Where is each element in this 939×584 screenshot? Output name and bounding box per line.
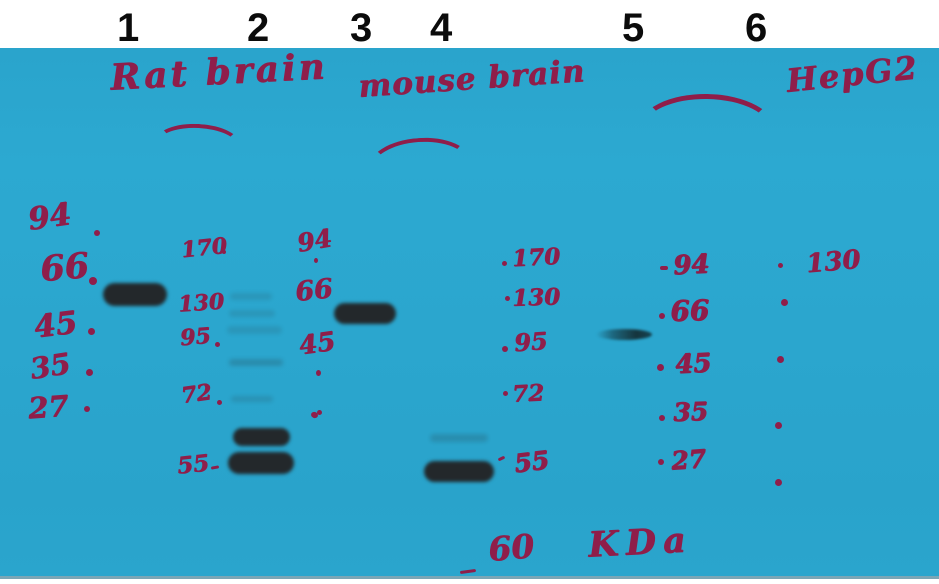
marker-dot bbox=[775, 422, 782, 429]
marker-mid2-94: 94 bbox=[294, 223, 335, 258]
protein-band-lane1-66 bbox=[103, 283, 167, 306]
marker-left-35: 35 bbox=[27, 346, 73, 386]
marker-dot bbox=[657, 364, 664, 371]
marker-mid-95: 95 bbox=[178, 322, 212, 352]
faint-smear bbox=[229, 359, 283, 366]
marker-far-right-130: 130 bbox=[804, 244, 862, 280]
marker-dot bbox=[84, 406, 90, 412]
marker-dot bbox=[505, 296, 510, 301]
protein-band-lane5-66-faint bbox=[596, 329, 652, 340]
protein-band-lane3-66 bbox=[334, 303, 396, 324]
marker-lane5-45: 45 bbox=[674, 348, 712, 380]
marker-mid-170: 170 bbox=[179, 232, 229, 264]
marker-left-45: 45 bbox=[31, 304, 80, 346]
marker-right-130: 130 bbox=[511, 283, 561, 312]
marker-right-95: 95 bbox=[512, 325, 549, 358]
marker-dot bbox=[219, 300, 223, 305]
lane-number-4: 4 bbox=[430, 6, 453, 50]
marker-mid-72: 72 bbox=[179, 378, 214, 410]
marker-right-72: 72 bbox=[511, 379, 545, 408]
lane-number-6: 6 bbox=[745, 6, 768, 50]
marker-dot bbox=[222, 250, 226, 254]
marker-lane5-66: 66 bbox=[669, 293, 710, 328]
marker-dot bbox=[781, 299, 788, 306]
marker-lane5-27: 27 bbox=[670, 443, 707, 476]
marker-dot bbox=[314, 258, 318, 263]
marker-right-170: 170 bbox=[511, 242, 561, 273]
marker-mid-130: 130 bbox=[177, 288, 225, 318]
marker-dot bbox=[317, 410, 322, 415]
protein-band-lane4-55 bbox=[424, 461, 494, 482]
marker-dot bbox=[316, 370, 321, 376]
annotation-60: 60 bbox=[486, 526, 536, 569]
faint-smear bbox=[430, 434, 488, 442]
marker-left-94: 94 bbox=[25, 196, 74, 238]
faint-smear bbox=[231, 396, 273, 402]
lane-number-2: 2 bbox=[247, 6, 270, 50]
faint-smear bbox=[229, 310, 275, 317]
lane-number-1: 1 bbox=[117, 6, 140, 50]
marker-mid-55: 55 bbox=[175, 449, 211, 480]
marker-dot bbox=[659, 313, 665, 319]
protein-band-lane2-upper bbox=[233, 428, 290, 446]
annotation-kda: KDa bbox=[586, 519, 694, 566]
marker-mid2-66: 66 bbox=[293, 273, 335, 308]
marker-right-55: 55 bbox=[512, 444, 551, 479]
marker-mid2-45: 45 bbox=[297, 326, 338, 362]
membrane-bottom-edge bbox=[0, 576, 939, 579]
marker-dot bbox=[658, 459, 664, 465]
marker-dot bbox=[777, 356, 784, 363]
marker-lane5-94: 94 bbox=[672, 249, 710, 281]
marker-dot bbox=[215, 342, 220, 347]
lane-number-3: 3 bbox=[350, 6, 373, 50]
blot-membrane bbox=[0, 48, 939, 576]
marker-dot bbox=[89, 277, 97, 285]
marker-dot bbox=[778, 263, 783, 268]
marker-dot bbox=[503, 391, 508, 396]
faint-smear bbox=[230, 293, 272, 300]
marker-dot bbox=[86, 369, 93, 376]
lane-number-5: 5 bbox=[622, 6, 645, 50]
faint-smear bbox=[227, 326, 282, 334]
marker-left-27: 27 bbox=[26, 388, 70, 426]
marker-left-66: 66 bbox=[38, 244, 91, 291]
sample-label-rat-brain: Rat brain bbox=[109, 45, 329, 99]
marker-dot bbox=[94, 230, 100, 236]
marker-dot bbox=[502, 261, 507, 266]
marker-dot bbox=[88, 328, 95, 335]
marker-dash bbox=[660, 266, 668, 270]
marker-lane5-35: 35 bbox=[672, 396, 709, 427]
protein-band-lane2-lower bbox=[228, 452, 294, 474]
marker-dot bbox=[502, 346, 508, 352]
marker-dot bbox=[775, 479, 782, 486]
marker-dot bbox=[659, 415, 665, 421]
marker-dot bbox=[217, 400, 222, 405]
